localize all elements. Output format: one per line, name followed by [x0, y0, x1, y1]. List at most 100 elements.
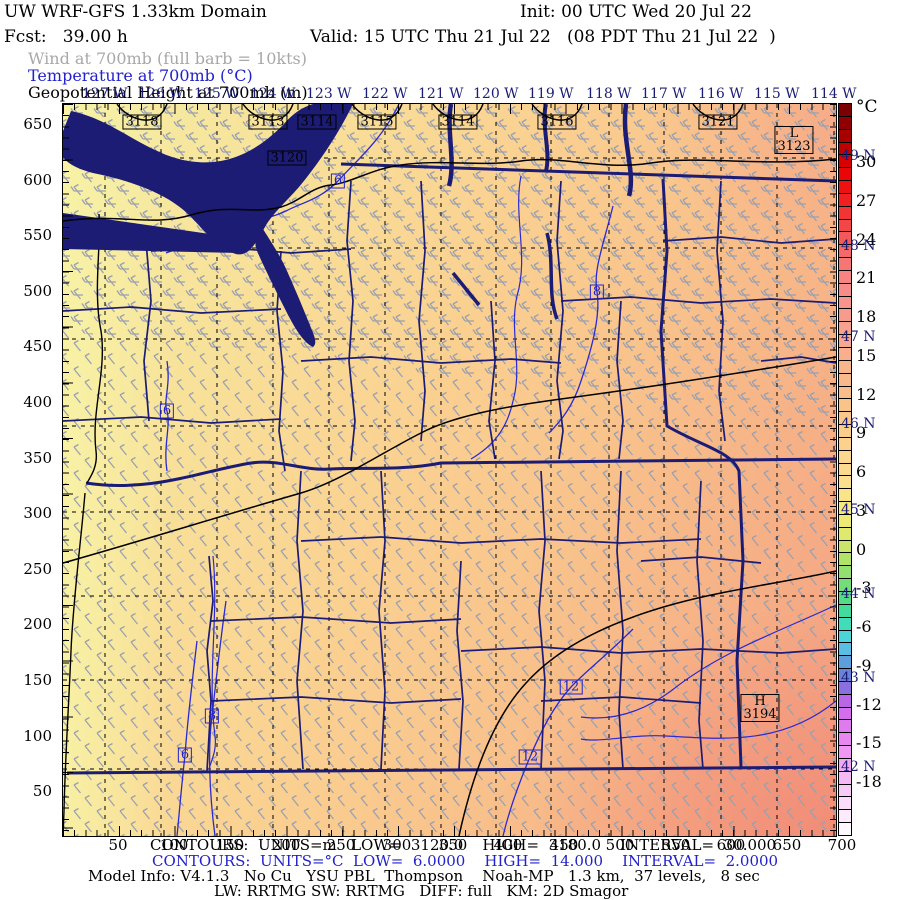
init-time: Init: 00 UTC Wed 20 Jul 22	[520, 2, 752, 22]
height-contour-label: 3114	[438, 114, 478, 130]
colorbar-cell	[838, 398, 852, 413]
lon-label: 116 W	[698, 86, 744, 102]
colorbar-cell	[838, 257, 852, 271]
lon-label: 122 W	[362, 86, 408, 102]
lon-label: 124 W	[250, 86, 296, 102]
colorbar-label: 24	[856, 229, 877, 249]
x-axis-km-label: 350	[438, 836, 468, 854]
height-contour-label: 3118	[122, 114, 162, 130]
colorbar-label: 21	[856, 268, 877, 288]
legend-geopotential-height: Geopotential Height at 700mb (m)	[28, 83, 308, 102]
colorbar-cell	[838, 642, 852, 657]
x-axis-km-label: 700	[827, 836, 857, 854]
colorbar-label: -6	[856, 617, 872, 636]
colorbar-cell	[838, 552, 852, 567]
lon-label: 114 W	[811, 86, 857, 102]
colorbar-label: 3	[856, 500, 867, 520]
wind-barb-layer	[63, 104, 836, 836]
x-axis-km-label: 450	[549, 836, 579, 854]
colorbar-cell	[838, 565, 852, 580]
colorbar-cell	[838, 347, 852, 361]
temp-contour-label: 6	[330, 173, 346, 189]
map-canvas: 3118 3113 3114 3115 3114 3116 3121 3120 6 8 6 8 6 12 1…	[62, 103, 837, 837]
map-art	[63, 104, 836, 836]
lon-label: 117 W	[641, 86, 687, 102]
colorbar-cell	[838, 629, 852, 644]
x-axis-km-label: 400	[493, 836, 523, 854]
colorbar-label: -12	[856, 694, 882, 714]
colorbar-label: -18	[856, 772, 882, 791]
colorbar-label: 15	[856, 345, 877, 365]
temp-contour-label: 12	[559, 679, 583, 695]
colorbar-label: 9	[856, 423, 867, 443]
lat-label: 45 N	[841, 502, 876, 518]
lat-label: 48 N	[841, 238, 876, 254]
lon-label: 115 W	[754, 86, 800, 102]
colorbar-cell	[838, 128, 852, 143]
lon-label: 126 W	[138, 86, 184, 102]
colorbar-cell	[838, 706, 852, 721]
lon-label: 127 W	[82, 86, 128, 102]
y-axis-km-label: 550	[23, 226, 52, 244]
lon-label: 125 W	[194, 86, 240, 102]
colorbar-cell	[838, 809, 852, 824]
colorbar-cell	[838, 462, 852, 477]
y-axis-km-label: 50	[32, 782, 52, 800]
y-axis-km-label: 400	[23, 393, 52, 411]
colorbar-cell	[838, 205, 852, 220]
x-axis-km-label: 300	[382, 836, 412, 854]
legend-wind: Wind at 700mb (full barb = 10kts)	[28, 49, 307, 68]
height-contour-label: 3120	[267, 150, 307, 166]
temp-contour-label: 6	[159, 403, 175, 419]
height-contour-label: 3115	[357, 114, 397, 130]
colorbar-cell	[838, 167, 852, 182]
height-contour-label: 3114	[297, 114, 337, 130]
x-axis-km-label: 200	[271, 836, 301, 854]
physics-info: LW: RRTMG SW: RRTMG DIFF: full KM: 2D Sm…	[214, 882, 629, 900]
colorbar-label: 18	[856, 307, 877, 326]
page-title: UW WRF-GFS 1.33km Domain	[4, 2, 267, 22]
x-axis-km-label: 100	[159, 836, 189, 854]
colorbar-cell	[838, 192, 852, 207]
colorbar-cell	[838, 488, 852, 503]
lat-label: 43 N	[841, 670, 876, 686]
colorbar-cell	[838, 269, 852, 284]
temp-contour-label: 8	[204, 708, 220, 724]
y-axis-km-label: 150	[23, 671, 52, 689]
lon-label: 121 W	[418, 86, 464, 102]
high-center-marker: H 3194	[740, 694, 780, 722]
colorbar-cell	[838, 616, 852, 631]
colorbar-cell	[838, 282, 852, 297]
contour-info-temperature: CONTOURS: UNITS=°C LOW= 6.0000 HIGH= 14.…	[152, 852, 779, 870]
colorbar-label: -15	[856, 733, 882, 753]
lon-label: 119 W	[528, 86, 574, 102]
colorbar-unit-label: °C	[856, 97, 878, 117]
y-axis-km-label: 350	[23, 449, 52, 467]
colorbar-cell	[838, 308, 852, 323]
x-axis-km-label: 650	[772, 836, 802, 854]
legend-temperature: Temperature at 700mb (°C)	[28, 66, 253, 85]
y-axis-km-label: 200	[23, 615, 52, 633]
colorbar-cell	[838, 475, 852, 490]
temp-contour-label: 12	[518, 749, 542, 765]
colorbar-label: 0	[856, 539, 867, 559]
colorbar-cell	[838, 732, 852, 747]
x-axis-km-label: 250	[326, 836, 356, 854]
y-axis-km-label: 500	[23, 282, 52, 300]
forecast-hour: Fcst: 39.00 h	[4, 27, 128, 47]
colorbar-label: 27	[856, 190, 877, 210]
colorbar-label: -3	[856, 578, 872, 598]
model-info: Model Info: V4.1.3 No Cu YSU PBL Thompso…	[88, 867, 760, 885]
x-axis-km-label: 500	[605, 836, 635, 854]
x-axis-km-label: 50	[108, 836, 128, 854]
y-axis-km-label: 300	[23, 504, 52, 522]
colorbar-cell	[838, 719, 852, 734]
valid-time: Valid: 15 UTC Thu 21 Jul 22 (08 PDT Thu …	[310, 27, 776, 47]
lat-label: 49 N	[841, 148, 876, 164]
colorbar-cell	[838, 372, 852, 387]
lon-label: 123 W	[306, 86, 352, 102]
colorbar-cell	[838, 359, 852, 374]
y-axis-km-label: 100	[23, 727, 52, 745]
y-axis-km-label: 600	[23, 171, 52, 189]
